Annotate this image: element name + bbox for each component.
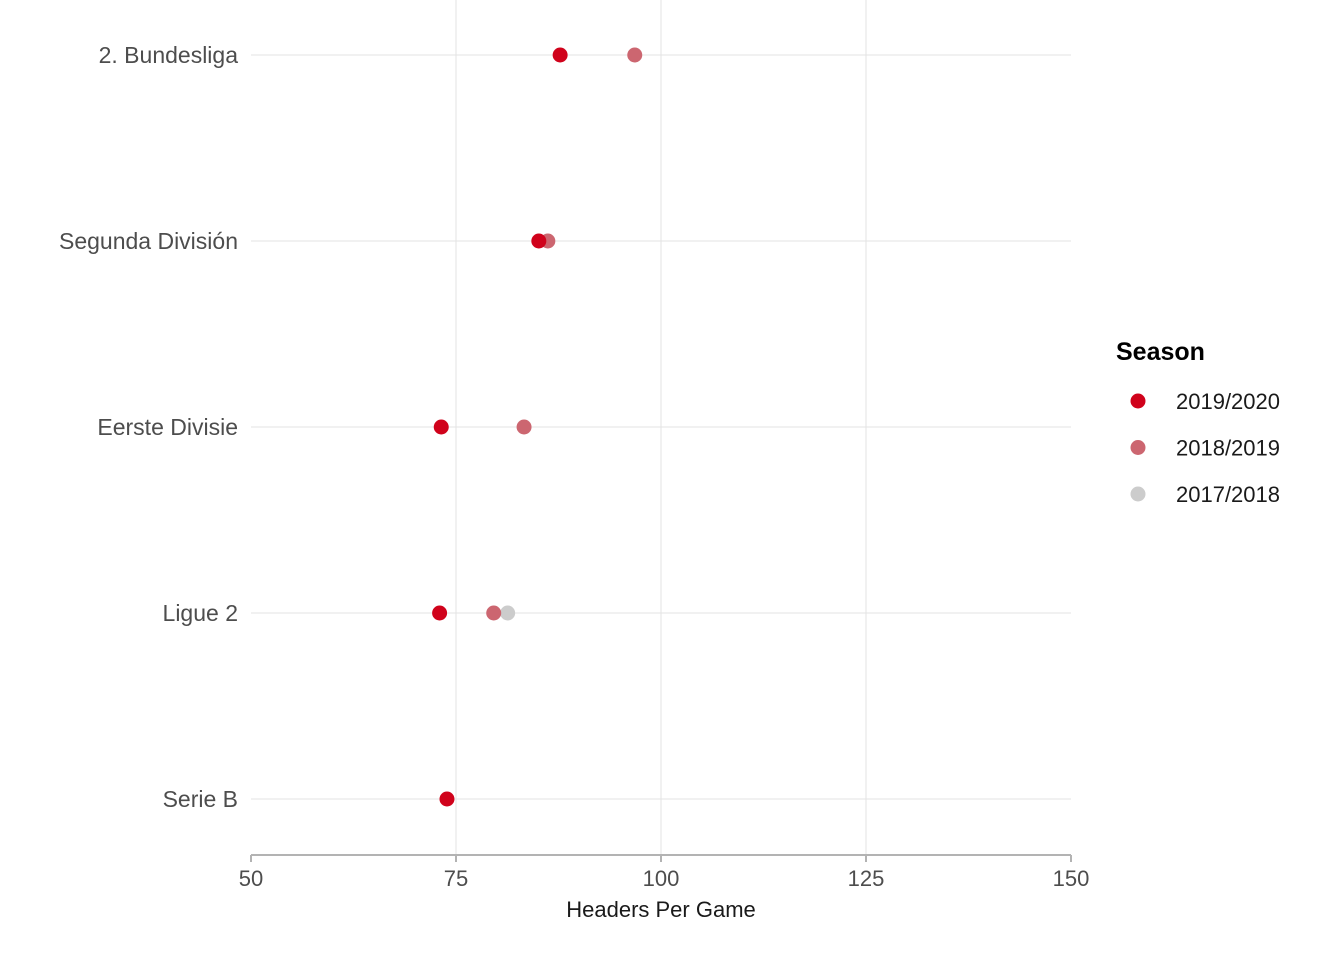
x-tick-label: 125 bbox=[848, 866, 885, 891]
x-tick-label: 100 bbox=[643, 866, 680, 891]
data-point bbox=[500, 605, 516, 621]
legend: Season 2019/2020 2018/2019 2017/2018 bbox=[1116, 338, 1280, 507]
y-category-label: Serie B bbox=[163, 786, 238, 812]
data-point bbox=[439, 791, 455, 807]
data-point bbox=[486, 605, 502, 621]
legend-label: 2017/2018 bbox=[1176, 482, 1280, 507]
y-axis-labels: 2. Bundesliga Segunda División Eerste Divi… bbox=[59, 42, 238, 812]
legend-swatch bbox=[1130, 440, 1146, 455]
data-point bbox=[531, 233, 547, 249]
x-tick-label: 50 bbox=[239, 866, 263, 891]
grid-layer bbox=[251, 0, 1071, 855]
data-point bbox=[552, 47, 568, 63]
data-point bbox=[432, 605, 448, 621]
legend-swatch bbox=[1130, 393, 1146, 409]
legend-items: 2019/2020 2018/2019 2017/2018 bbox=[1130, 389, 1280, 507]
y-category-label: 2. Bundesliga bbox=[99, 42, 239, 68]
data-point bbox=[433, 419, 449, 435]
data-point bbox=[627, 47, 643, 63]
data-points bbox=[432, 47, 643, 807]
x-tick-label: 75 bbox=[444, 866, 468, 891]
x-tick-label: 150 bbox=[1053, 866, 1090, 891]
data-point bbox=[516, 419, 532, 435]
x-axis-title: Headers Per Game bbox=[566, 897, 756, 922]
legend-label: 2019/2020 bbox=[1176, 389, 1280, 414]
legend-label: 2018/2019 bbox=[1176, 436, 1280, 461]
y-category-label: Ligue 2 bbox=[163, 600, 238, 626]
y-category-label: Eerste Divisie bbox=[97, 414, 238, 440]
y-category-label: Segunda División bbox=[59, 228, 238, 254]
x-axis: 50 75 100 125 150 bbox=[239, 854, 1090, 891]
legend-swatch bbox=[1130, 486, 1146, 502]
legend-title: Season bbox=[1116, 338, 1205, 366]
